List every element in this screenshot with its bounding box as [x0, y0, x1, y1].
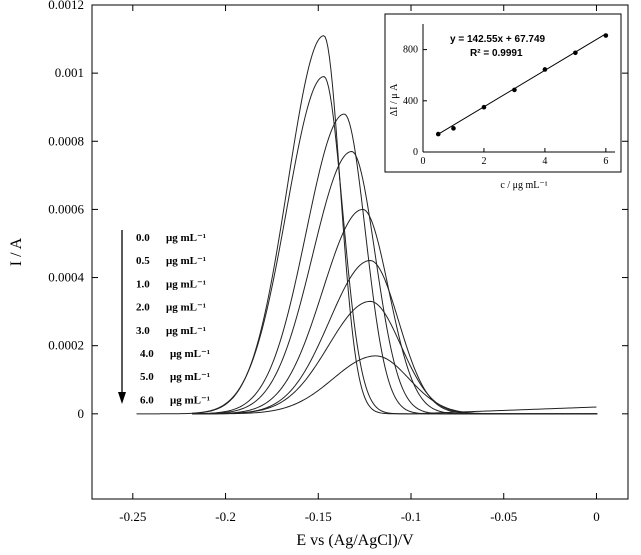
legend-unit: μg mL⁻¹ — [170, 371, 210, 383]
inset-y-tick-label: 0 — [413, 147, 418, 158]
legend-unit: μg mL⁻¹ — [166, 232, 206, 244]
inset-equation: y = 142.55x + 67.749 — [450, 34, 546, 45]
x-axis-label: E vs (Ag/AgCl)/V — [296, 532, 414, 549]
y-tick-label: 0.0012 — [48, 0, 84, 12]
inset-x-tick-label: 2 — [481, 156, 486, 167]
inset-y-label: ΔI / μ A — [389, 83, 400, 116]
inset-r-squared: R² = 0.9991 — [470, 48, 523, 59]
legend-concentration: 4.0 — [140, 348, 154, 360]
y-tick-label: 0.0002 — [48, 338, 84, 353]
concentration-arrow — [118, 230, 126, 404]
x-tick-label: 0 — [593, 509, 600, 524]
inset-data-point — [603, 33, 609, 38]
legend-concentration: 3.0 — [136, 325, 150, 337]
legend-concentration: 1.0 — [136, 278, 150, 290]
x-tick-label: -0.15 — [305, 509, 332, 524]
inset-data-point — [573, 50, 578, 56]
inset-calibration-plot: 0 2 4 6 0 400 800 — [403, 24, 615, 167]
inset-data-point — [542, 67, 548, 72]
y-tick-label: 0.0006 — [48, 201, 84, 216]
y-tick-label: 0.001 — [55, 65, 84, 80]
legend-unit: μg mL⁻¹ — [166, 302, 206, 314]
inset-x-tick-label: 6 — [603, 156, 608, 167]
inset-data-point — [481, 104, 487, 110]
legend-unit: μg mL⁻¹ — [170, 348, 210, 360]
legend-concentration: 0.0 — [136, 232, 150, 244]
inset-data-point — [512, 87, 517, 93]
legend-concentration: 0.5 — [136, 255, 150, 267]
inset-data-point — [451, 126, 456, 131]
legend-unit: μg mL⁻¹ — [166, 255, 206, 267]
main-curves — [136, 35, 598, 415]
legend: 0.0 μg mL⁻¹ 0.5 μg mL⁻¹ 1.0 μg mL⁻¹ 2.0 μg mL⁻¹… — [136, 232, 210, 406]
y-tick-label: 0.0004 — [48, 270, 84, 285]
legend-unit: μg mL⁻¹ — [170, 394, 210, 406]
main-axis-ticks: -0.25 -0.2 -0.15 -0.1 -0.05 000.00020.00040.0… — [48, 0, 628, 524]
y-axis-label: I / A — [8, 237, 25, 266]
inset-y-tick-label: 800 — [403, 45, 418, 56]
legend-concentration: 5.0 — [140, 371, 154, 383]
inset-y-tick-label: 400 — [403, 96, 418, 107]
voltammogram-curve — [192, 260, 598, 415]
inset-x-tick-label: 0 — [421, 156, 426, 167]
y-tick-label: 0.0008 — [48, 133, 84, 148]
x-tick-label: -0.05 — [490, 509, 517, 524]
inset-x-label: c / μg mL⁻¹ — [500, 180, 547, 191]
inset-x-tick-label: 4 — [542, 156, 547, 167]
inset-frame — [384, 13, 622, 173]
inset-data-point — [435, 131, 441, 137]
y-tick-label: 0 — [78, 406, 85, 421]
inset-fit-line — [437, 33, 607, 135]
voltammogram-curve — [192, 208, 598, 415]
main-plot-frame — [91, 4, 629, 500]
x-tick-label: -0.2 — [215, 509, 236, 524]
legend-concentration: 6.0 — [140, 394, 154, 406]
voltammogram-curve — [192, 355, 598, 415]
x-tick-label: -0.25 — [119, 509, 146, 524]
x-tick-label: -0.1 — [401, 509, 422, 524]
legend-unit: μg mL⁻¹ — [166, 325, 206, 337]
legend-unit: μg mL⁻¹ — [166, 278, 206, 290]
legend-concentration: 2.0 — [136, 302, 150, 314]
